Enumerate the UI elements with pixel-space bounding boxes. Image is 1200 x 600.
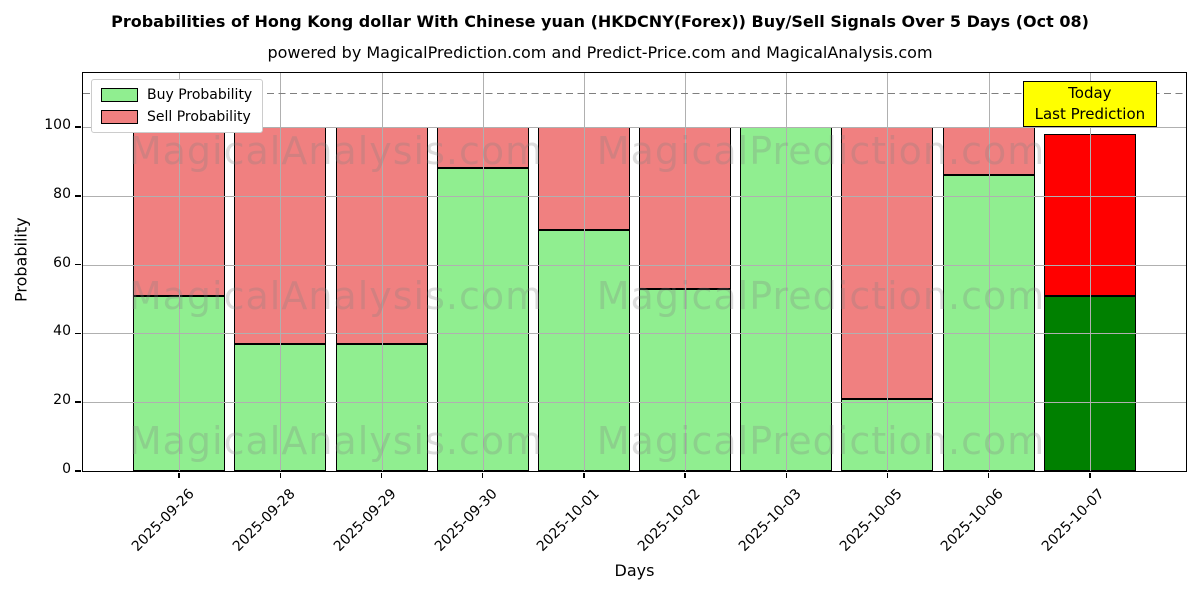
x-tick-label-text: 2025-10-03 [735,486,805,555]
y-tick-mark [75,401,81,403]
gridline-horizontal [83,402,1186,404]
y-tick-mark [75,126,81,128]
today-annotation: Today Last Prediction [1022,81,1157,127]
x-tick-mark [178,472,180,478]
y-tick-label: 80 [53,185,71,202]
x-tick-mark [583,472,585,478]
gridline-horizontal [83,127,1186,128]
page-subtitle: powered by MagicalPrediction.com and Pre… [267,43,933,62]
x-tick-mark [785,472,788,478]
x-tick-mark [481,472,484,478]
gridline-horizontal [83,195,1186,197]
threshold-dashed-line [83,92,1186,95]
y-tick-label: 100 [44,117,71,133]
gridline-horizontal [83,333,1186,335]
gridline-vertical [887,73,889,471]
y-tick-mark [75,195,81,197]
gridline-vertical [786,73,788,471]
x-tick-label-text: 2025-10-02 [634,486,704,555]
x-tick-mark [684,472,686,478]
y-tick-label: 20 [53,392,71,409]
gridline-vertical [988,73,990,471]
today-annotation-line1: Today [1068,84,1112,102]
gridline-vertical [685,73,687,471]
sell-swatch-icon [101,110,138,124]
y-tick-label: 60 [53,254,71,271]
x-tick-label-text: 2025-10-01 [533,486,603,555]
legend-label-buy: Buy Probability [147,87,253,103]
legend: Buy Probability Sell Probability [91,79,264,133]
x-tick-mark [1089,472,1091,478]
chart-area: Probability Days Buy Probability Sell Pr… [12,72,1187,580]
y-tick-mark [75,263,81,266]
y-tick-label: 0 [62,461,71,477]
buy-swatch-icon [101,88,138,102]
watermark-text: MagicalPrediction.com [596,419,1046,463]
watermark-text: MagicalPrediction.com [596,274,1046,318]
x-tick-label-text: 2025-10-05 [836,486,906,555]
x-tick-mark [279,472,282,478]
gridline-vertical [179,73,181,471]
page-title: Probabilities of Hong Kong dollar With C… [111,12,1089,31]
watermark-text: MagicalAnalysis.com [128,274,544,318]
y-tick-label: 40 [53,323,71,340]
x-tick-mark [987,472,990,478]
legend-item-sell: Sell Probability [101,109,252,125]
gridline-vertical [381,73,383,471]
gridline-vertical [1089,73,1091,471]
x-axis-label: Days [614,561,655,580]
x-tick-label-text: 2025-09-28 [229,486,299,555]
x-tick-label-text: 2025-09-29 [330,486,400,555]
legend-label-sell: Sell Probability [147,109,251,125]
gridline-vertical [280,73,282,471]
y-axis-label: Probability [11,217,31,302]
x-tick-label-text: 2025-10-07 [1039,486,1109,555]
y-tick-mark [75,332,81,335]
x-tick-label-text: 2025-09-26 [128,486,198,555]
x-tick-mark [380,472,383,478]
gridline-vertical [583,73,585,471]
gridline-horizontal [83,264,1186,266]
watermark-text: MagicalPrediction.com [596,129,1046,173]
today-annotation-line2: Last Prediction [1034,105,1146,123]
watermark-text: MagicalAnalysis.com [128,419,544,463]
legend-item-buy: Buy Probability [101,87,252,103]
watermark-text: MagicalAnalysis.com [128,129,544,173]
y-tick-mark [75,470,81,472]
x-tick-mark [886,472,889,478]
gridline-vertical [482,73,484,471]
x-tick-label-text: 2025-10-06 [938,486,1007,555]
x-tick-label-text: 2025-09-30 [432,486,502,555]
